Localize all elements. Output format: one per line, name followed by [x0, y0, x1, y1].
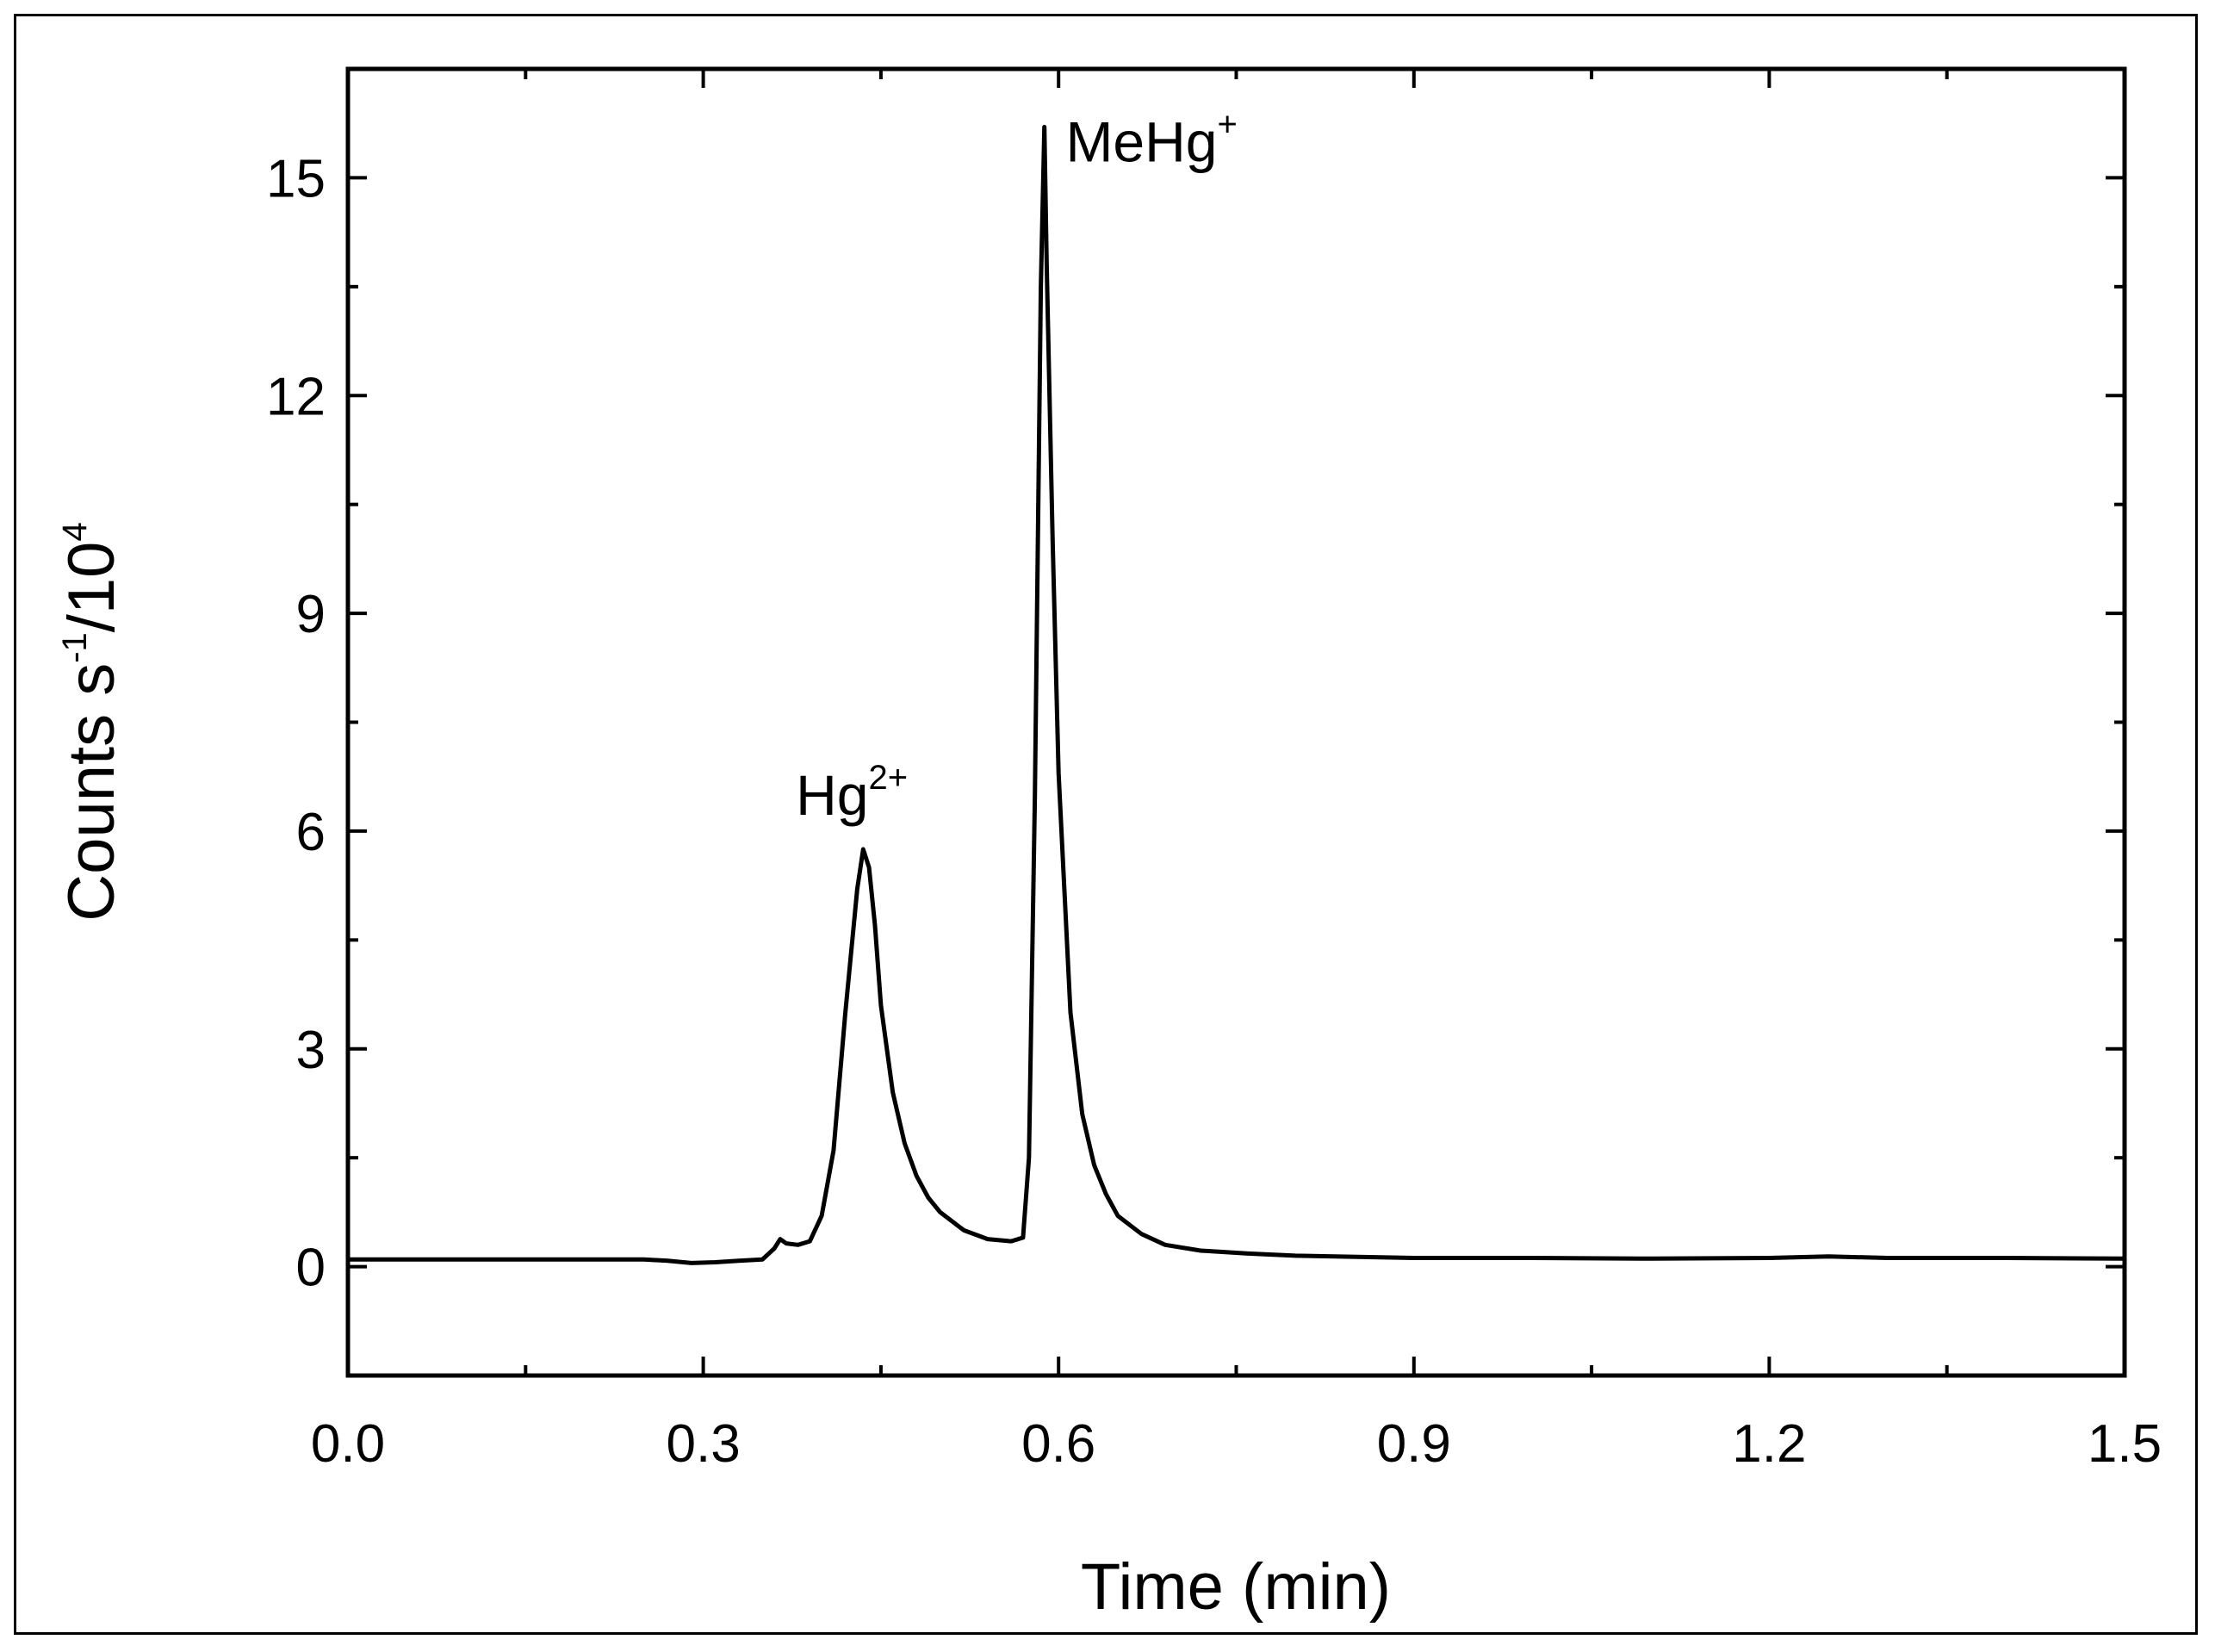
y-tick-label: 6: [296, 803, 326, 862]
peak-label-sup: +: [1218, 105, 1238, 143]
axis-tick-labels: 0.0 0.3 0.6 0.9 1.2 1.5 0 3 6 9 12 15: [266, 149, 2162, 1474]
y-axis-title-exp1: -1: [56, 632, 94, 663]
mehg-peak-label: MeHg+: [1065, 105, 1237, 173]
x-tick-label: 0.3: [666, 1414, 740, 1474]
peak-label-base: MeHg: [1065, 109, 1217, 173]
x-tick-label: 1.5: [2088, 1414, 2162, 1474]
y-tick-label: 0: [296, 1239, 326, 1298]
x-axis-title: Time (min): [1081, 1550, 1391, 1624]
x-tick-label: 0.0: [311, 1414, 385, 1474]
x-tick-label: 0.9: [1377, 1414, 1451, 1474]
peak-label-sup: 2+: [869, 759, 909, 797]
y-axis-title: Counts s-1/104: [55, 522, 128, 921]
y-axis-title-mid: /10: [55, 542, 128, 633]
y-tick-label: 3: [296, 1021, 326, 1080]
figure-frame: [14, 14, 2198, 1635]
peak-annotations: Hg2+ MeHg+: [796, 105, 1238, 827]
y-axis-title-exp2: 4: [56, 522, 94, 541]
x-tick-label: 0.6: [1021, 1414, 1095, 1474]
series-line: [348, 124, 2125, 1265]
y-tick-label: 9: [296, 585, 326, 644]
axis-ticks: [346, 67, 2126, 1377]
peak-label-base: Hg: [796, 763, 868, 827]
plot-area-border: [345, 66, 2127, 1378]
y-tick-label: 15: [266, 149, 326, 208]
y-tick-label: 12: [266, 367, 326, 426]
x-tick-label: 1.2: [1732, 1414, 1806, 1474]
hg2-peak-label: Hg2+: [796, 759, 908, 827]
y-axis-title-base: Counts s: [55, 663, 128, 922]
